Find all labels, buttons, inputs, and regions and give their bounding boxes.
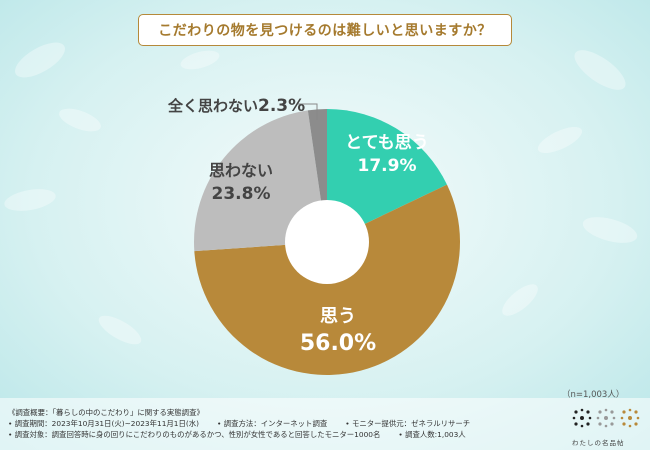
- notes-target: • 調査対象：調査回答時に身の回りにこだわりのものがあるかつ、性別が女性であると…: [8, 430, 381, 439]
- notes-row-2: • 調査期間：2023年10月31日(火)~2023年11月1日(水) • 調査方…: [8, 418, 470, 429]
- brand-logo-icon: [572, 408, 640, 428]
- leaf-decoration: [4, 42, 638, 345]
- survey-notes: 《調査概要：「暮らしの中のこだわり」に関する実態調査》 • 調査期間：2023年…: [8, 407, 470, 440]
- slice-value-1: 56.0%: [300, 331, 376, 356]
- slice-value-0: 17.9%: [358, 156, 417, 176]
- notes-count: • 調査人数:1,003人: [398, 430, 466, 439]
- leader-line: [298, 103, 318, 120]
- slice-label-0: とても思う: [345, 133, 429, 153]
- slice-value-2: 23.8%: [212, 184, 271, 204]
- chart-title-text: こだわりの物を見つけるのは難しいと思いますか？: [158, 23, 492, 39]
- notes-period: • 調査期間：2023年10月31日(火)~2023年11月1日(水): [8, 419, 200, 428]
- slice-label-1: 思う: [320, 306, 356, 327]
- sample-size-label: （n=1,003人）: [562, 390, 625, 400]
- donut-hole: [285, 200, 369, 284]
- notes-provider: • モニター提供元：ゼネラルリサーチ: [345, 419, 471, 428]
- notes-row-3: • 調査対象：調査回答時に身の回りにこだわりのものがあるかつ、性別が女性であると…: [8, 429, 470, 440]
- slice-value-3: 2.3%: [258, 96, 305, 116]
- pie-slice-2: [194, 110, 327, 252]
- notes-overview: 《調査概要：「暮らしの中のこだわり」に関する実態調査》: [8, 408, 204, 417]
- slice-label-2: 思わない: [209, 161, 273, 180]
- brand-name: わたしの名品帖: [572, 439, 625, 447]
- chart-title: こだわりの物を見つけるのは難しいと思いますか？: [138, 14, 512, 46]
- notes-method: • 調査方法：インターネット調査: [217, 419, 328, 428]
- pie-slice-0: [327, 109, 447, 242]
- slice-label-3: 全く思わない: [167, 97, 258, 115]
